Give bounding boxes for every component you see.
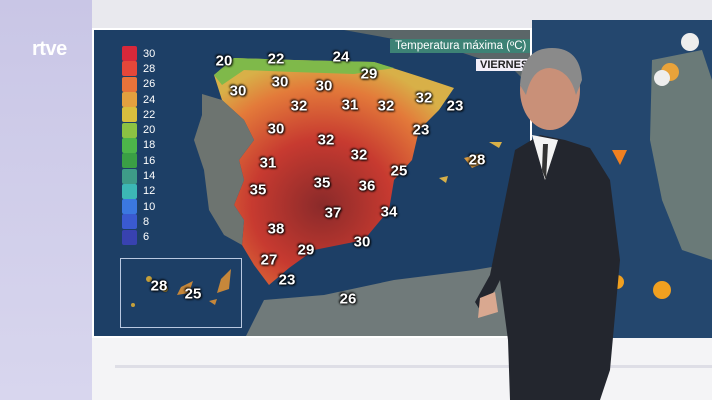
legend-swatch (122, 229, 137, 245)
legend-entry: 14 (122, 168, 156, 184)
temperature-label: 32 (317, 131, 335, 149)
temperature-label: 28 (468, 151, 486, 169)
legend-label: 24 (143, 93, 156, 106)
legend-swatch (122, 92, 137, 108)
legend-entry: 10 (122, 199, 156, 215)
temperature-label: 36 (358, 177, 376, 195)
legend-swatch (122, 46, 137, 62)
temperature-label: 35 (249, 181, 267, 199)
temperature-label: 23 (412, 121, 430, 139)
legend-swatch (122, 168, 137, 184)
temperature-label: 29 (297, 241, 315, 259)
temperature-label: 24 (332, 48, 350, 66)
temperature-label: 30 (267, 120, 285, 138)
legend-label: 10 (143, 200, 156, 213)
temperature-legend: 30 28 26 24 22 20 18 16 14 12 10 8 6 (122, 46, 155, 245)
temperature-label: 31 (259, 154, 277, 172)
temperature-label: 31 (341, 96, 359, 114)
legend-entry: 16 (122, 153, 156, 169)
legend-label: 28 (143, 62, 156, 75)
legend-label: 16 (143, 154, 156, 167)
legend-label: 18 (143, 139, 156, 152)
legend-entry: 30 (122, 46, 156, 62)
temperature-label: 35 (313, 174, 331, 192)
temperature-label: 30 (315, 77, 333, 95)
temperature-label: 32 (290, 97, 308, 115)
legend-swatch (122, 76, 137, 92)
temperature-label: 23 (446, 97, 464, 115)
legend-swatch (122, 199, 137, 215)
legend-entry: 18 (122, 137, 156, 153)
temperature-label: 30 (271, 73, 289, 91)
temperature-label: 30 (353, 233, 371, 251)
legend-entry: 12 (122, 183, 156, 199)
temperature-label: 32 (377, 97, 395, 115)
map-title: Temperatura máxima (ºC) (390, 39, 530, 53)
temperature-label: 27 (260, 251, 278, 269)
studio-divider (115, 365, 712, 368)
legend-label: 22 (143, 108, 156, 121)
legend-entry: 20 (122, 122, 156, 138)
weather-map-screen: 30 28 26 24 22 20 18 16 14 12 10 8 6 Temperatura máx… (92, 28, 532, 338)
legend-label: 26 (143, 78, 156, 91)
temperature-label: 29 (360, 65, 378, 83)
legend-swatch (122, 183, 137, 199)
legend-entry: 26 (122, 76, 156, 92)
legend-swatch (122, 122, 137, 138)
map-day-label: VIERNES (476, 59, 530, 71)
legend-label: 20 (143, 124, 156, 137)
temperature-label: 25 (390, 162, 408, 180)
temperature-label: 34 (380, 203, 398, 221)
rtve-logo: rtve (32, 38, 67, 60)
legend-swatch (122, 137, 137, 153)
iberia-map (194, 30, 530, 336)
temperature-label: 38 (267, 220, 285, 238)
legend-entry: 24 (122, 92, 156, 108)
legend-label: 12 (143, 185, 156, 198)
presenter (475, 48, 620, 400)
studio-background (0, 0, 92, 400)
legend-entry: 8 (122, 214, 155, 230)
temperature-label: 30 (229, 82, 247, 100)
temperature-label: 37 (324, 204, 342, 222)
temperature-label: 22 (267, 50, 285, 68)
canary-temperature-label: 28 (150, 277, 168, 295)
legend-swatch (122, 61, 137, 77)
legend-swatch (122, 107, 137, 123)
legend-entry: 22 (122, 107, 156, 123)
canary-temperature-label: 25 (184, 285, 202, 303)
temperature-label: 23 (278, 271, 296, 289)
legend-entry: 28 (122, 61, 156, 77)
legend-label: 30 (143, 47, 156, 60)
legend-swatch (122, 153, 137, 169)
legend-label: 8 (143, 215, 150, 228)
temperature-label: 26 (339, 290, 357, 308)
legend-swatch (122, 214, 137, 230)
temperature-label: 20 (215, 52, 233, 70)
legend-entry: 6 (122, 229, 155, 245)
legend-label: 6 (143, 231, 150, 244)
legend-label: 14 (143, 170, 156, 183)
temperature-label: 32 (415, 89, 433, 107)
temperature-label: 32 (350, 146, 368, 164)
canary-islands-inset (120, 258, 242, 328)
